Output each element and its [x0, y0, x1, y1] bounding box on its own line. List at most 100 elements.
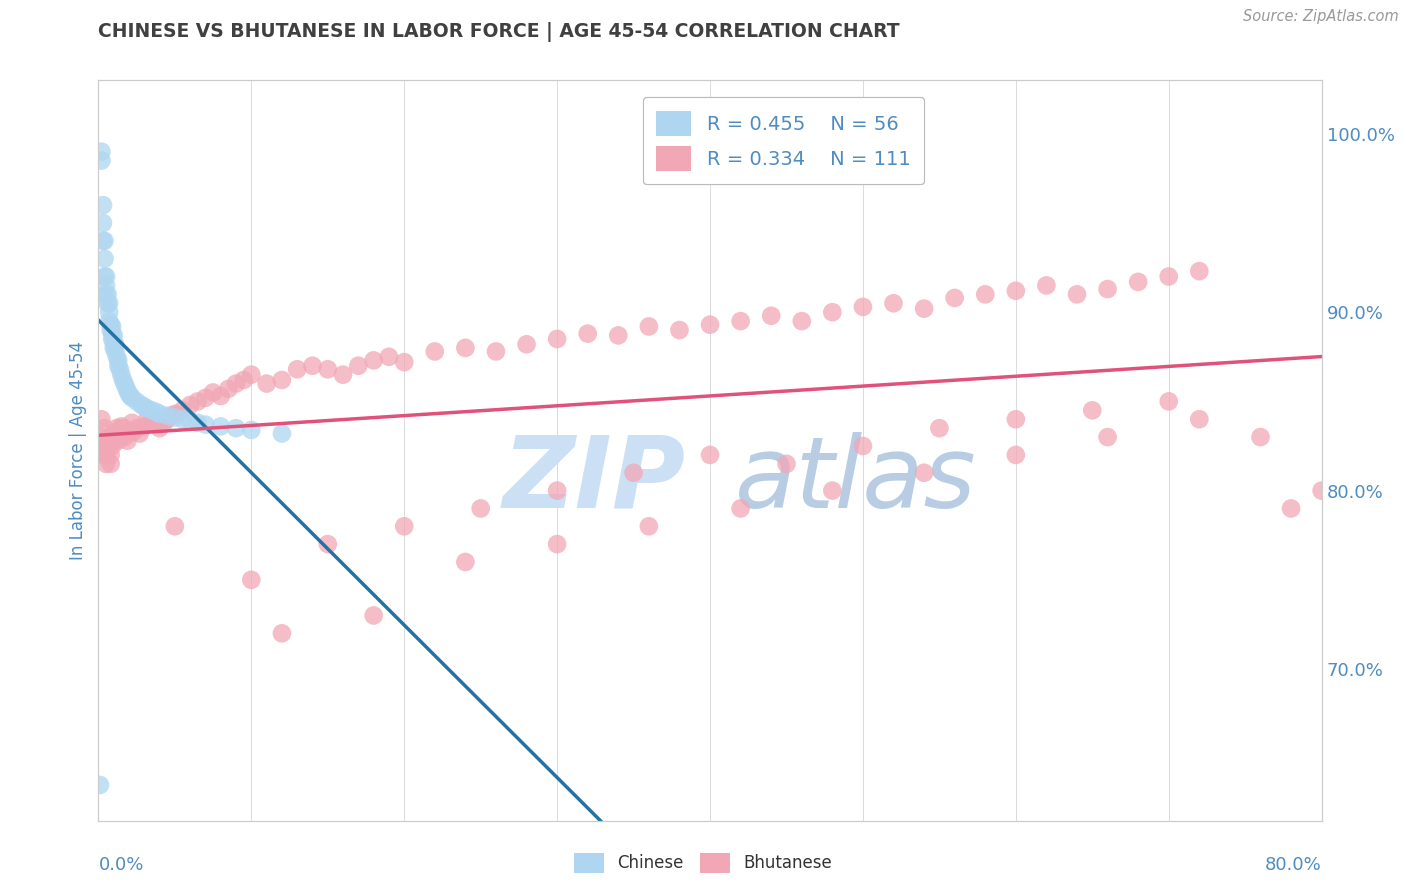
Y-axis label: In Labor Force | Age 45-54: In Labor Force | Age 45-54: [69, 341, 87, 560]
Point: [607, 328, 630, 343]
Point: [110, 419, 132, 434]
Point: [103, 328, 125, 343]
Point: [316, 537, 339, 551]
Point: [1004, 412, 1026, 426]
Point: [1097, 430, 1119, 444]
Point: [485, 344, 508, 359]
Point: [163, 410, 186, 425]
Point: [89, 430, 111, 444]
Point: [149, 407, 172, 421]
Point: [285, 362, 308, 376]
Point: [129, 398, 152, 412]
Point: [134, 400, 156, 414]
Point: [974, 287, 997, 301]
Point: [759, 309, 782, 323]
Point: [163, 407, 186, 421]
Point: [470, 501, 492, 516]
Point: [121, 391, 143, 405]
Point: [363, 608, 385, 623]
Point: [392, 355, 416, 369]
Point: [943, 291, 966, 305]
Point: [730, 501, 752, 516]
Point: [202, 385, 225, 400]
Point: [699, 448, 721, 462]
Point: [98, 430, 121, 444]
Point: [194, 417, 217, 432]
Point: [187, 416, 209, 430]
Text: ZIP: ZIP: [502, 432, 686, 529]
Point: [90, 412, 112, 426]
Point: [100, 323, 122, 337]
Point: [928, 421, 950, 435]
Point: [108, 362, 131, 376]
Point: [107, 359, 129, 373]
Point: [89, 778, 111, 792]
Point: [107, 353, 129, 368]
Point: [316, 362, 339, 376]
Point: [90, 153, 112, 168]
Point: [240, 368, 263, 382]
Point: [576, 326, 599, 341]
Point: [104, 337, 127, 351]
Point: [94, 269, 117, 284]
Point: [1157, 394, 1180, 409]
Point: [136, 412, 159, 426]
Point: [883, 296, 905, 310]
Point: [115, 425, 138, 439]
Point: [101, 332, 124, 346]
Point: [141, 403, 163, 417]
Point: [94, 448, 117, 462]
Point: [912, 301, 935, 316]
Text: 80.0%: 80.0%: [1265, 856, 1322, 874]
Point: [668, 323, 690, 337]
Point: [103, 434, 125, 448]
Point: [1310, 483, 1333, 498]
Point: [141, 416, 163, 430]
Point: [94, 457, 117, 471]
Point: [98, 305, 121, 319]
Point: [1188, 264, 1211, 278]
Point: [91, 439, 114, 453]
Point: [1249, 430, 1271, 444]
Point: [912, 466, 935, 480]
Point: [91, 216, 114, 230]
Point: [134, 419, 156, 434]
Point: [172, 412, 194, 426]
Point: [623, 466, 645, 480]
Point: [97, 296, 120, 310]
Point: [91, 198, 114, 212]
Point: [94, 278, 117, 293]
Point: [136, 401, 159, 416]
Point: [270, 626, 292, 640]
Point: [852, 439, 875, 453]
Point: [790, 314, 813, 328]
Point: [108, 426, 131, 441]
Point: [101, 439, 124, 453]
Point: [98, 296, 121, 310]
Point: [454, 341, 477, 355]
Point: [1081, 403, 1104, 417]
Point: [98, 314, 121, 328]
Point: [118, 426, 141, 441]
Point: [104, 344, 127, 359]
Point: [194, 391, 217, 405]
Point: [163, 519, 186, 533]
Point: [100, 448, 122, 462]
Point: [91, 448, 114, 462]
Point: [240, 423, 263, 437]
Point: [775, 457, 797, 471]
Point: [363, 353, 385, 368]
Point: [94, 287, 117, 301]
Point: [270, 426, 292, 441]
Legend: Chinese, Bhutanese: Chinese, Bhutanese: [567, 847, 839, 880]
Point: [125, 421, 148, 435]
Point: [128, 426, 150, 441]
Point: [546, 483, 568, 498]
Point: [392, 519, 416, 533]
Point: [301, 359, 323, 373]
Point: [93, 269, 115, 284]
Point: [852, 300, 875, 314]
Point: [105, 350, 128, 364]
Point: [270, 373, 292, 387]
Point: [172, 403, 194, 417]
